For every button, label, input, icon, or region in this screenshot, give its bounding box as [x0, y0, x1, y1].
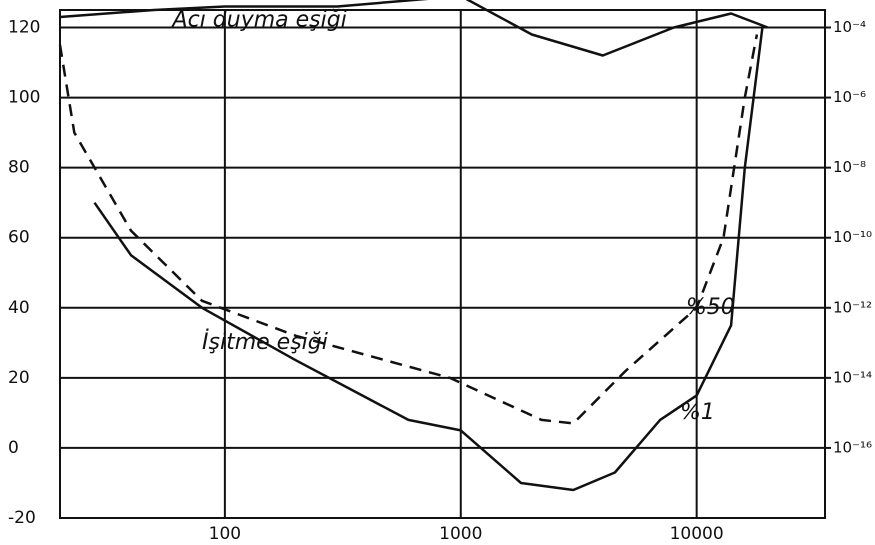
annotation: Acı duyma eşiği [171, 8, 347, 33]
y2-tick-label: 10⁻⁸ [833, 158, 866, 176]
x-tick-label: 10000 [670, 524, 724, 544]
series-line [59, 0, 769, 57]
y2-tick-label: 10⁻¹⁶ [833, 438, 872, 456]
y-tick-label: 80 [8, 158, 30, 178]
annotation: İşitme eşiği [202, 329, 328, 355]
y2-tick-label: 10⁻¹⁴ [833, 368, 872, 386]
y-tick-label: -20 [8, 508, 36, 528]
series-line [58, 34, 759, 425]
y2-tick-label: 10⁻¹² [833, 298, 872, 316]
y-tick-label: 40 [8, 298, 30, 318]
y-tick-label: 0 [8, 438, 19, 458]
y-tick-label: 100 [8, 88, 40, 108]
annotation: %1 [680, 400, 715, 425]
y2-tick-label: 10⁻¹⁰ [833, 228, 872, 246]
y2-tick-label: 10⁻⁴ [833, 18, 866, 36]
y-tick-label: 120 [8, 18, 40, 38]
series-line [93, 27, 764, 492]
x-tick-label: 100 [209, 524, 241, 544]
y-tick-label: 60 [8, 228, 30, 248]
annotation: %50 [686, 295, 735, 320]
y-tick-label: 20 [8, 368, 30, 388]
plot-frame [59, 9, 826, 519]
y2-tick-label: 10⁻⁶ [833, 88, 866, 106]
x-tick-label: 1000 [439, 524, 482, 544]
